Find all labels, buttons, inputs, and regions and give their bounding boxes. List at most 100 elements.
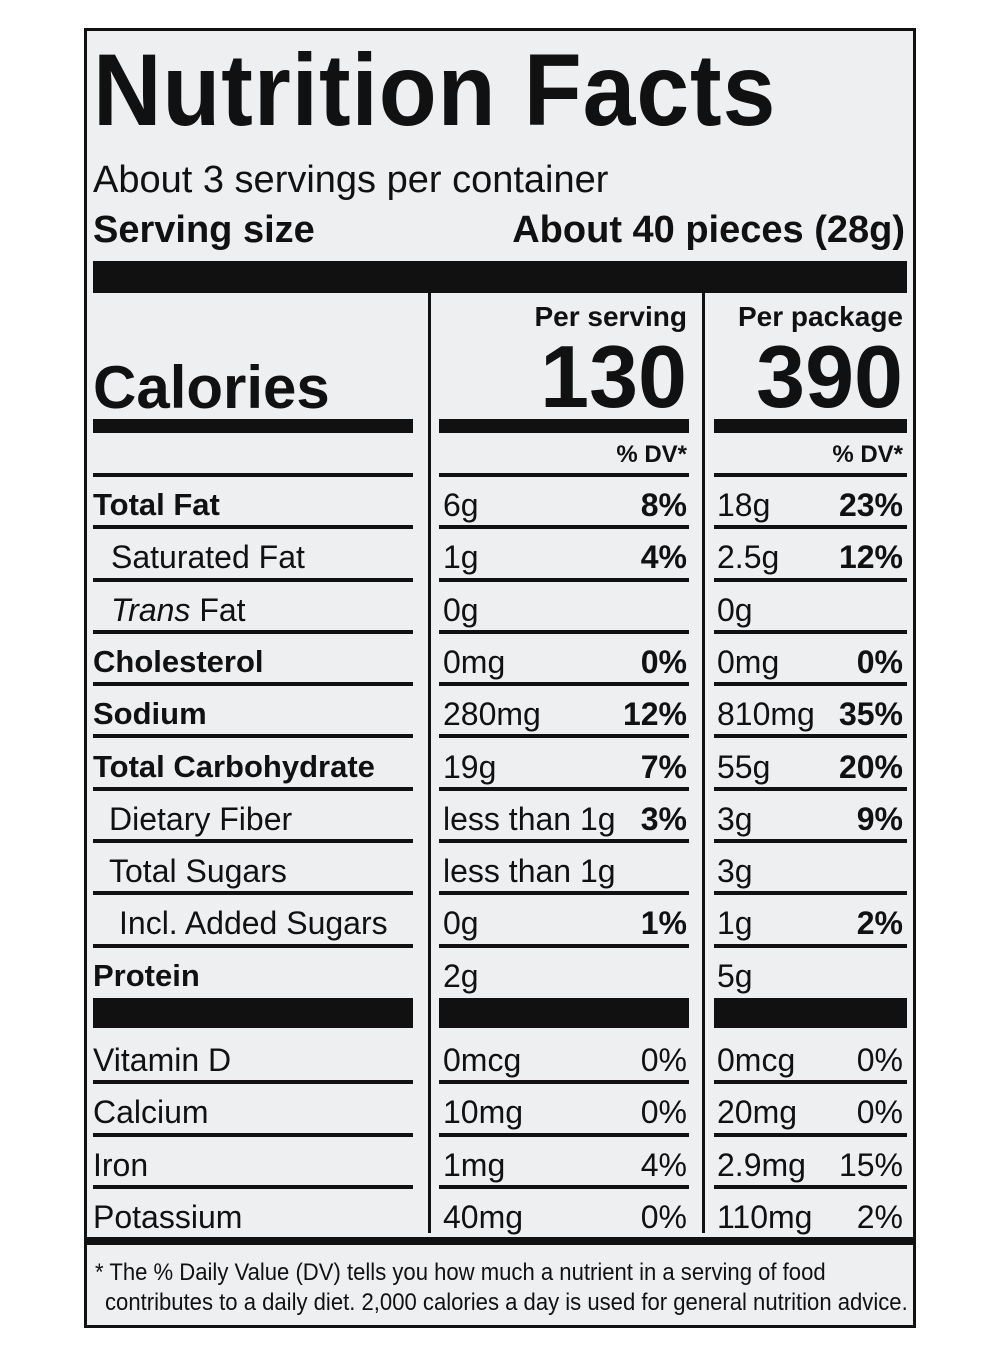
row-divider-0 xyxy=(93,682,413,686)
row-divider-0 xyxy=(93,630,413,634)
micro-package-dv: 2% xyxy=(856,1198,903,1235)
package-dv: 23% xyxy=(838,487,903,523)
row-divider-1 xyxy=(439,682,689,686)
micro-name: Calcium xyxy=(93,1094,209,1131)
micro-package-amount: 2.9mg xyxy=(717,1146,806,1183)
micro-package-dv: 15% xyxy=(838,1146,903,1183)
nutrient-name: Saturated Fat xyxy=(111,539,305,576)
row-divider-1 xyxy=(439,787,689,791)
package-amount: 2.5g xyxy=(717,539,780,576)
footnote-line-1: * The % Daily Value (DV) tells you how m… xyxy=(95,1259,826,1286)
micro-package-dv: 0% xyxy=(856,1094,903,1131)
package-amount: 810mg xyxy=(717,696,815,733)
package-amount: 0g xyxy=(717,591,753,628)
thick-divider-micros-2 xyxy=(714,998,907,1028)
row-divider-1 xyxy=(439,891,689,895)
thick-divider-micros-0 xyxy=(93,998,413,1028)
thick-divider-top xyxy=(93,261,907,293)
micro-divider-0 xyxy=(93,1185,413,1189)
row-divider-1 xyxy=(439,578,689,582)
serving-size-label: Serving size xyxy=(93,209,315,251)
row-divider-1 xyxy=(439,734,689,738)
row-divider-1 xyxy=(439,525,689,529)
calories-divider-package xyxy=(714,419,907,433)
calories-per-package: 390 xyxy=(756,327,903,426)
package-dv: 9% xyxy=(856,800,903,837)
calories-divider-name xyxy=(93,419,413,433)
servings-per-container: About 3 servings per container xyxy=(93,159,609,201)
row-divider-start-2 xyxy=(714,473,907,477)
row-divider-0 xyxy=(93,891,413,895)
micro-name: Potassium xyxy=(93,1198,243,1235)
column-divider-right xyxy=(702,293,705,1233)
serving-amount: 19g xyxy=(443,748,497,785)
package-amount: 5g xyxy=(717,957,753,994)
micro-package-dv: 0% xyxy=(856,1042,903,1078)
row-divider-2 xyxy=(714,525,907,529)
package-dv: 12% xyxy=(838,539,903,576)
row-divider-1 xyxy=(439,839,689,843)
row-divider-0 xyxy=(93,734,413,738)
micro-serving-dv: 0% xyxy=(640,1094,687,1131)
package-dv: 2% xyxy=(856,905,903,942)
package-amount: 0mg xyxy=(717,643,780,680)
row-divider-2 xyxy=(714,944,907,948)
column-divider-left xyxy=(428,293,431,1233)
trans-fat-rest: Fat xyxy=(190,591,246,628)
micro-serving-amount: 10mg xyxy=(443,1094,524,1131)
row-divider-1 xyxy=(439,630,689,634)
micro-divider-2 xyxy=(714,1133,907,1137)
micro-divider-1 xyxy=(439,1133,689,1137)
nutrient-name-trans-fat: Trans Fat xyxy=(111,584,246,636)
micro-package-amount: 20mg xyxy=(717,1094,798,1131)
row-divider-0 xyxy=(93,787,413,791)
row-divider-0 xyxy=(93,525,413,529)
calories-divider-serving xyxy=(439,419,689,433)
serving-amount: 1g xyxy=(443,539,479,576)
package-dv: 35% xyxy=(838,696,903,733)
package-amount: 55g xyxy=(717,748,771,785)
serving-amount: 2g xyxy=(443,957,479,994)
serving-amount: 6g xyxy=(443,487,479,523)
thick-divider-bottom xyxy=(87,1237,913,1245)
nutrient-name: Protein xyxy=(93,957,200,993)
row-divider-start-0 xyxy=(93,473,413,477)
serving-size-value: About 40 pieces (28g) xyxy=(512,209,905,251)
micro-serving-amount: 0mcg xyxy=(443,1042,522,1078)
row-divider-0 xyxy=(93,944,413,948)
package-amount: 3g xyxy=(717,853,753,890)
serving-dv: 7% xyxy=(640,748,687,785)
nutrition-facts-panel: Nutrition Facts About 3 servings per con… xyxy=(84,28,916,1328)
micro-divider-0 xyxy=(93,1080,413,1084)
package-dv: 20% xyxy=(838,748,903,785)
micro-divider-2 xyxy=(714,1185,907,1189)
dv-header-package: % DV* xyxy=(832,441,903,468)
row-divider-1 xyxy=(439,944,689,948)
footnote-line-2: contributes to a daily diet. 2,000 calor… xyxy=(105,1289,908,1316)
serving-dv: 4% xyxy=(640,539,687,576)
serving-amount: 0g xyxy=(443,591,479,628)
nutrient-name: Cholesterol xyxy=(93,643,264,679)
micro-package-amount: 0mcg xyxy=(717,1042,796,1078)
serving-dv: 1% xyxy=(640,905,687,942)
nutrient-name: Dietary Fiber xyxy=(109,800,293,837)
row-divider-2 xyxy=(714,891,907,895)
dv-header-serving: % DV* xyxy=(616,441,687,468)
nutrient-name: Total Fat xyxy=(93,487,220,522)
serving-dv: 8% xyxy=(640,487,687,523)
calories-label: Calories xyxy=(93,354,330,421)
row-divider-0 xyxy=(93,839,413,843)
row-divider-2 xyxy=(714,787,907,791)
package-amount: 18g xyxy=(717,487,771,523)
row-divider-2 xyxy=(714,682,907,686)
micro-serving-dv: 0% xyxy=(640,1198,687,1235)
nutrient-name: Total Carbohydrate xyxy=(93,748,375,784)
serving-amount: 0mg xyxy=(443,643,506,680)
serving-amount: less than 1g xyxy=(443,853,616,890)
micro-name: Iron xyxy=(93,1146,149,1183)
per-package-header: Per package xyxy=(738,301,903,332)
micro-serving-dv: 0% xyxy=(640,1042,687,1078)
micro-divider-1 xyxy=(439,1080,689,1084)
package-amount: 3g xyxy=(717,800,753,837)
row-divider-2 xyxy=(714,839,907,843)
